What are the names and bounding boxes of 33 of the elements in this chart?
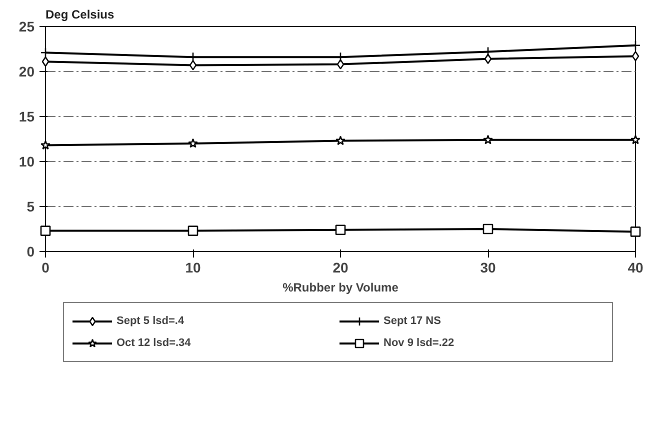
x-tick-label: 30 [480,260,496,276]
legend-label: Sept 17 NS [384,315,442,327]
point [484,54,492,64]
point [483,134,493,144]
point [188,226,198,236]
point [630,40,641,51]
legend-label: Nov 9 lsd=.22 [384,337,456,349]
x-tick-label: 10 [185,260,201,276]
point [189,60,197,70]
point [482,224,494,234]
x-tick-label: 20 [332,260,348,276]
legend-label: Sept 5 lsd=.4 [116,315,186,327]
x-tick-label: 0 [42,260,50,276]
y-tick-label: 25 [18,18,35,34]
point [336,136,346,146]
y-tick-label: 20 [18,64,35,80]
y-tick-label: 15 [18,108,35,124]
point [40,140,50,150]
point [630,134,640,144]
y-tick-label: 5 [26,198,35,214]
point [188,138,198,148]
point [632,51,640,62]
point [335,224,346,236]
point [336,59,344,70]
point [42,56,50,67]
legend-label: Oct 12 lsd=.34 [116,337,192,349]
y-tick-label: 0 [26,244,35,260]
y-tick-label: 10 [18,154,35,170]
point [630,226,641,237]
x-tick-label: 40 [628,260,644,276]
y-axis-title: Deg Celsius [46,8,115,22]
point [40,226,51,236]
x-axis-title: %Rubber by Volume [282,280,399,294]
